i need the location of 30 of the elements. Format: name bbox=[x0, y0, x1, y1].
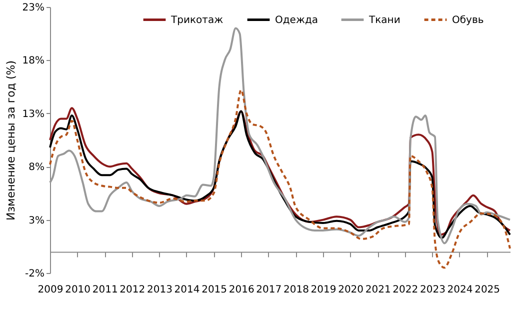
x-tick-label: 2010 bbox=[65, 284, 91, 296]
legend-label: Одежда bbox=[275, 14, 318, 26]
x-tick-label: 2024 bbox=[447, 284, 473, 296]
x-tick-label: 2022 bbox=[392, 284, 418, 296]
y-axis-title: Изменение цены за год (%) bbox=[4, 60, 18, 221]
y-tick-label: 23% bbox=[22, 2, 44, 14]
line-series bbox=[49, 27, 511, 244]
x-tick-label: 2020 bbox=[338, 284, 364, 296]
line-series bbox=[49, 88, 511, 269]
x-tick-label: 2009 bbox=[38, 284, 64, 296]
x-tick-label: 2023 bbox=[420, 284, 446, 296]
x-tick-label: 2011 bbox=[92, 284, 118, 296]
x-tick-label: 2015 bbox=[202, 284, 228, 296]
legend-label: Трикотаж bbox=[170, 14, 224, 26]
y-tick-label: 18% bbox=[22, 56, 44, 67]
y-tick-label: -2% bbox=[25, 268, 44, 280]
y-tick-label: 8% bbox=[28, 162, 44, 174]
legend-label: Обувь bbox=[452, 14, 484, 26]
x-tick-label: 2025 bbox=[474, 284, 500, 296]
x-tick-label: 2021 bbox=[365, 284, 391, 296]
x-tick-label: 2017 bbox=[256, 284, 282, 296]
legend-label: Ткани bbox=[368, 14, 400, 26]
x-tick-label: 2016 bbox=[228, 284, 254, 296]
x-tick-label: 2019 bbox=[310, 284, 336, 296]
x-tick-label: 2012 bbox=[120, 284, 146, 296]
x-tick-label: 2013 bbox=[146, 284, 172, 296]
y-tick-label: 3% bbox=[28, 215, 44, 226]
y-tick-label: 13% bbox=[22, 108, 44, 120]
x-tick-label: 2018 bbox=[283, 284, 309, 296]
x-tick-label: 2014 bbox=[174, 284, 200, 296]
